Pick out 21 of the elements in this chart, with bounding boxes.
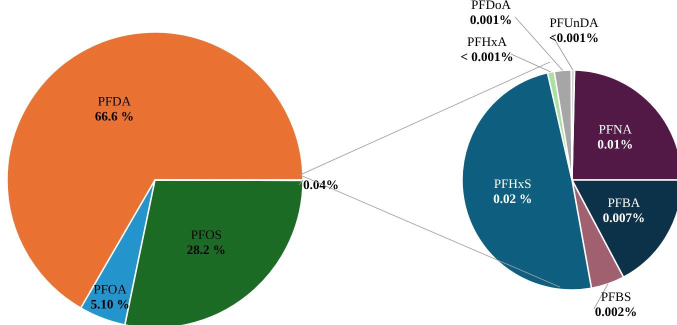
- data-label: 0.001%: [470, 12, 512, 27]
- slice-label: PFHxA: [467, 34, 508, 49]
- slice-label: PFBS: [600, 289, 632, 304]
- slice-label: PFUnDA: [549, 15, 600, 30]
- slice-label: PFDoA: [471, 0, 512, 12]
- data-label: <0.001%: [549, 30, 599, 45]
- slice-label: PFBA: [608, 195, 641, 210]
- data-label: 0.01%: [597, 136, 634, 152]
- data-label: 0.04%: [303, 177, 339, 192]
- data-label: 0.02 %: [493, 191, 532, 206]
- data-label: < 0.001%: [460, 49, 514, 64]
- slice-label: PFHxS: [494, 176, 532, 192]
- slice-label: PFOS: [190, 227, 222, 242]
- slice-label: PFOA: [93, 282, 128, 297]
- data-label: 0.007%: [602, 210, 645, 226]
- data-label: 0.002%: [594, 304, 638, 319]
- data-label: 28.2 %: [186, 242, 226, 258]
- data-label: 5.10 %: [90, 296, 130, 312]
- slice-label: PFNA: [598, 122, 632, 137]
- slice-label: PFDA: [98, 93, 132, 108]
- data-label: 66.6 %: [94, 108, 134, 124]
